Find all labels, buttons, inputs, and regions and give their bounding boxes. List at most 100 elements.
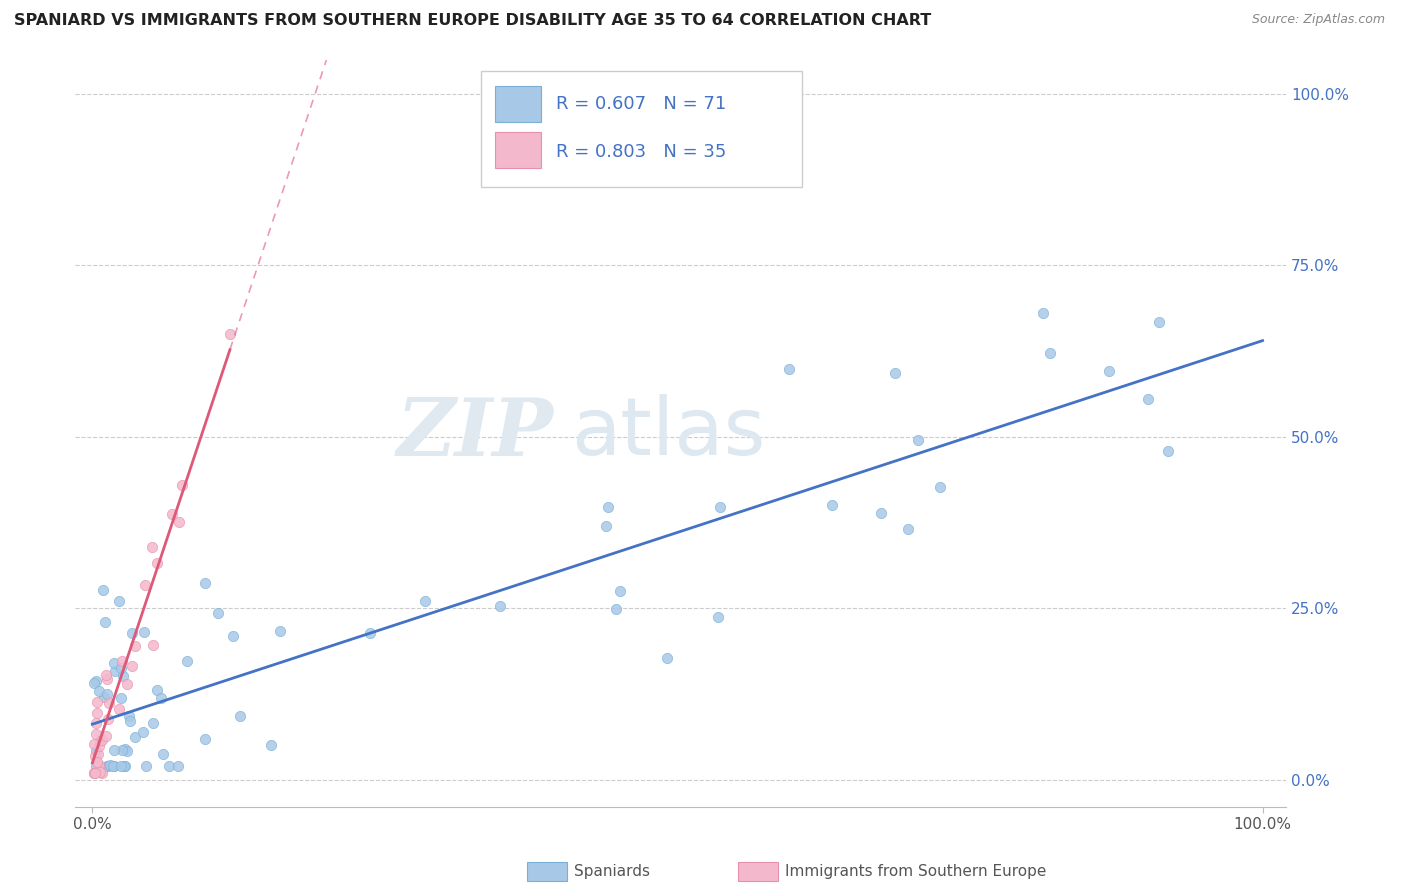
Point <box>124 639 146 653</box>
Point <box>269 624 291 638</box>
Point <box>115 677 138 691</box>
Point <box>415 594 437 608</box>
Point <box>93 690 115 704</box>
Point <box>146 556 169 570</box>
Point <box>96 687 118 701</box>
Point <box>229 709 252 723</box>
Point <box>101 759 124 773</box>
Point <box>97 696 120 710</box>
Point <box>110 759 132 773</box>
Point <box>111 743 134 757</box>
Point <box>83 765 105 780</box>
Point <box>83 737 105 751</box>
Point <box>1147 315 1170 329</box>
Point <box>821 498 844 512</box>
Point <box>94 667 117 681</box>
Point <box>104 664 127 678</box>
Point <box>83 765 105 780</box>
Point <box>96 672 118 686</box>
Point <box>170 478 193 492</box>
Point <box>117 709 139 723</box>
Point <box>114 759 136 773</box>
Point <box>110 661 132 675</box>
Text: atlas: atlas <box>571 394 766 472</box>
Point <box>157 759 180 773</box>
Point <box>219 326 242 341</box>
Point <box>146 682 169 697</box>
Point <box>489 599 512 613</box>
Point <box>84 716 107 731</box>
Point <box>149 691 172 706</box>
Point <box>194 576 217 591</box>
Point <box>883 366 905 380</box>
Point <box>121 625 143 640</box>
Point <box>87 747 110 761</box>
Point <box>897 522 920 536</box>
Point <box>87 684 110 698</box>
Point <box>167 515 190 529</box>
Point <box>118 714 141 728</box>
Point <box>115 744 138 758</box>
Point <box>1032 306 1054 320</box>
Point <box>1039 345 1062 359</box>
Point <box>86 695 108 709</box>
Point <box>103 656 125 670</box>
Point <box>84 727 107 741</box>
Point <box>166 759 188 773</box>
Point <box>1157 443 1180 458</box>
Point <box>86 706 108 720</box>
Point <box>90 765 112 780</box>
Point <box>91 733 114 747</box>
Point <box>131 725 153 739</box>
Point <box>1098 364 1121 378</box>
Text: R = 0.607   N = 71: R = 0.607 N = 71 <box>555 95 725 112</box>
Point <box>222 629 245 643</box>
Point <box>97 759 120 773</box>
Point <box>94 729 117 743</box>
Text: Spaniards: Spaniards <box>574 864 650 879</box>
Point <box>194 732 217 747</box>
Point <box>142 638 165 652</box>
Point <box>598 500 620 514</box>
Point <box>93 615 115 630</box>
Point <box>98 758 121 772</box>
Point <box>96 759 118 773</box>
Point <box>176 654 198 668</box>
Point <box>84 759 107 773</box>
Point <box>141 715 163 730</box>
Point <box>84 673 107 688</box>
Point <box>103 742 125 756</box>
Point <box>86 755 108 769</box>
Point <box>103 759 125 773</box>
Text: Immigrants from Southern Europe: Immigrants from Southern Europe <box>785 864 1046 879</box>
Bar <box>495 132 541 168</box>
Point <box>141 540 163 554</box>
Point <box>83 675 105 690</box>
Text: R = 0.803   N = 35: R = 0.803 N = 35 <box>555 143 725 161</box>
Point <box>207 606 229 620</box>
Point <box>110 691 132 706</box>
Point <box>112 759 135 773</box>
Point <box>97 712 120 726</box>
Point <box>707 609 730 624</box>
Point <box>108 594 131 608</box>
Point <box>87 739 110 754</box>
Point <box>111 654 134 668</box>
Point <box>359 625 381 640</box>
Point <box>89 757 111 772</box>
Point <box>260 738 283 752</box>
Point <box>89 764 111 779</box>
Point <box>89 734 111 748</box>
Point <box>83 748 105 763</box>
Point <box>108 701 131 715</box>
Point <box>929 480 952 494</box>
Point <box>709 500 731 515</box>
Point <box>907 433 929 447</box>
Text: SPANIARD VS IMMIGRANTS FROM SOUTHERN EUROPE DISABILITY AGE 35 TO 64 CORRELATION : SPANIARD VS IMMIGRANTS FROM SOUTHERN EUR… <box>14 13 931 29</box>
Point <box>91 582 114 597</box>
Point <box>134 578 156 592</box>
Point <box>83 765 105 780</box>
Point <box>152 747 174 762</box>
Point <box>121 659 143 673</box>
Point <box>124 730 146 744</box>
